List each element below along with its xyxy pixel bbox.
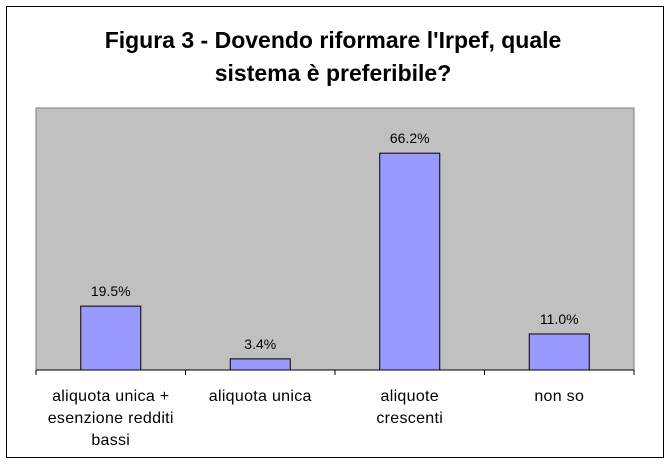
bar-3 xyxy=(379,152,441,371)
category-label-line: aliquota unica + xyxy=(52,388,170,405)
data-label-1: 19.5% xyxy=(91,283,131,299)
chart-title-line-1: Figura 3 - Dovendo riformare l'Irpef, qu… xyxy=(104,27,562,53)
category-label-4: non so xyxy=(485,386,635,408)
category-label-line: aliquota unica xyxy=(208,388,312,405)
category-label-line: crescenti xyxy=(376,410,444,427)
data-label-3: 66.2% xyxy=(390,130,430,146)
category-label-3: aliquote crescenti xyxy=(335,386,485,430)
chart-title-line-2: sistema è preferibile? xyxy=(214,60,452,86)
category-label-2: aliquota unica xyxy=(186,386,336,408)
bar-2 xyxy=(229,358,291,371)
data-label-4: 11.0% xyxy=(540,311,579,327)
category-label-line: aliquote xyxy=(380,388,439,405)
chart-title: Figura 3 - Dovendo riformare l'Irpef, qu… xyxy=(0,24,666,90)
data-label-2: 3.4% xyxy=(244,336,276,352)
bar-1 xyxy=(80,305,142,371)
category-label-1: aliquota unica + esenzione redditi bassi xyxy=(36,386,186,452)
category-label-line: esenzione redditi xyxy=(47,410,174,427)
bar-4 xyxy=(528,333,590,371)
category-label-line: bassi xyxy=(91,432,131,449)
category-label-line: non so xyxy=(534,388,585,405)
